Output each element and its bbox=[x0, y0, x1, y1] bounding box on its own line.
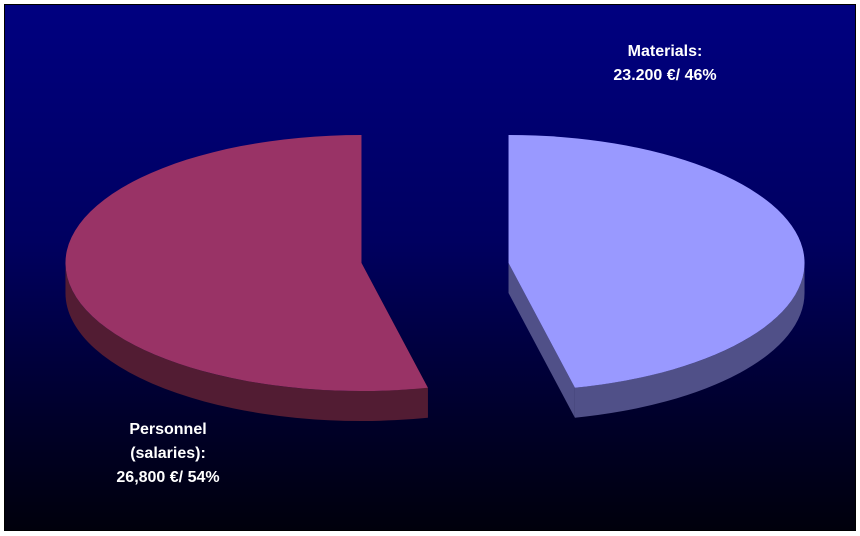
materials-slice bbox=[508, 135, 805, 388]
personnel-label-line-3: 26,800 €/ 54% bbox=[116, 469, 220, 486]
materials-slice-cut-face-2 bbox=[508, 263, 575, 418]
personnel-slice-rim bbox=[65, 263, 428, 421]
chart-area: Materials: 23.200 €/ 46% Personnel (sala… bbox=[4, 4, 856, 531]
materials-data-label: Materials: 23.200 €/ 46% bbox=[585, 40, 745, 88]
materials-slice-rim bbox=[574, 263, 805, 418]
personnel-slice bbox=[65, 135, 428, 391]
materials-label-line-1: Materials: bbox=[627, 43, 703, 60]
materials-label-line-2: 23.200 €/ 46% bbox=[613, 67, 717, 84]
personnel-data-label: Personnel (salaries): 26,800 €/ 54% bbox=[83, 418, 253, 490]
personnel-label-line-2: (salaries): bbox=[130, 445, 206, 462]
personnel-label-line-1: Personnel bbox=[129, 421, 207, 438]
pie-chart bbox=[65, 135, 805, 421]
